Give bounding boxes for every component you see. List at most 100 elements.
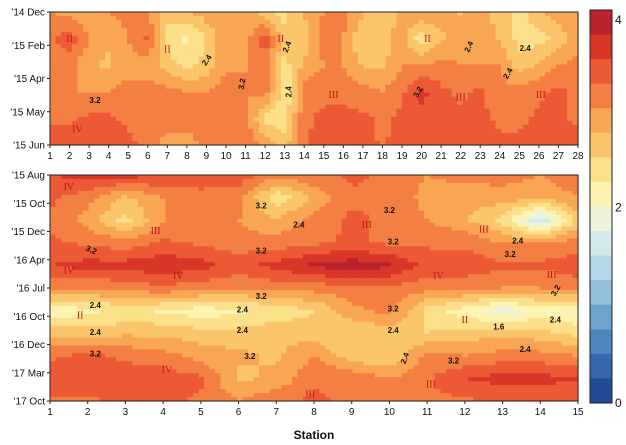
heatmap-cell: [187, 242, 194, 247]
heatmap-cell: [314, 72, 321, 78]
heatmap-cell: [380, 88, 387, 94]
heatmap-cell: [457, 186, 464, 192]
heatmap-cell: [55, 48, 62, 53]
heatmap-cell: [286, 116, 293, 122]
heatmap-cell: [369, 64, 376, 70]
heatmap-cell: [517, 72, 524, 78]
heatmap-cell: [391, 80, 398, 86]
heatmap-cell: [468, 112, 475, 118]
heatmap-cell: [220, 88, 227, 94]
heatmap-cell: [451, 108, 458, 114]
heatmap-cell: [435, 128, 442, 134]
heatmap-cell: [297, 84, 304, 90]
heatmap-cell: [391, 108, 398, 114]
heatmap-cell: [264, 40, 271, 45]
heatmap-cell: [83, 198, 90, 204]
heatmap-cell: [55, 210, 62, 216]
heatmap-cell: [127, 234, 134, 240]
heatmap-cell: [215, 178, 222, 184]
heatmap-cell: [385, 104, 392, 110]
heatmap-cell: [369, 120, 376, 126]
heatmap-cell: [424, 175, 431, 180]
heatmap-cell: [440, 32, 447, 37]
heatmap-cell: [138, 108, 145, 114]
heatmap-cell: [72, 56, 79, 61]
heatmap-cell: [374, 242, 381, 247]
heatmap-cell: [259, 60, 266, 65]
heatmap-cell: [534, 132, 541, 138]
heatmap-cell: [66, 56, 73, 61]
heatmap-cell: [220, 80, 227, 86]
heatmap-cell: [182, 124, 189, 130]
heatmap-cell: [396, 72, 403, 78]
heatmap-cell: [193, 88, 200, 94]
heatmap-cell: [132, 178, 139, 184]
heatmap-cell: [182, 100, 189, 106]
heatmap-cell: [116, 48, 123, 53]
heatmap-cell: [99, 60, 106, 65]
heatmap-cell: [110, 32, 117, 37]
heatmap-cell: [138, 202, 145, 208]
heatmap-cell: [248, 100, 255, 106]
heatmap-cell: [226, 44, 233, 49]
heatmap-cell: [457, 178, 464, 184]
heatmap-cell: [429, 178, 436, 184]
heatmap-cell: [61, 202, 68, 208]
heatmap-cell: [369, 108, 376, 114]
heatmap-cell: [374, 44, 381, 49]
heatmap-cell: [545, 28, 552, 33]
heatmap-cell: [391, 28, 398, 33]
heatmap-cell: [66, 48, 73, 53]
heatmap-cell: [165, 112, 172, 118]
heatmap-cell: [528, 40, 535, 45]
heatmap-cell: [105, 116, 112, 122]
heatmap-cell: [385, 198, 392, 204]
heatmap-cell: [215, 48, 222, 53]
heatmap-cell: [105, 68, 112, 74]
heatmap-cell: [121, 198, 128, 204]
heatmap-cell: [237, 84, 244, 90]
heatmap-cell: [209, 76, 216, 82]
heatmap-cell: [501, 84, 508, 90]
heatmap-cell: [303, 60, 310, 65]
heatmap-cell: [94, 28, 101, 33]
heatmap-cell: [66, 178, 73, 184]
heatmap-cell: [297, 60, 304, 65]
heatmap-cell: [242, 56, 249, 61]
heatmap-cell: [99, 242, 106, 247]
heatmap-cell: [319, 48, 326, 53]
heatmap-cell: [182, 52, 189, 57]
heatmap-cell: [242, 136, 249, 142]
heatmap-cell: [292, 194, 299, 200]
heatmap-cell: [248, 132, 255, 138]
heatmap-cell: [369, 124, 376, 130]
heatmap-cell: [259, 40, 266, 45]
heatmap-cell: [215, 76, 222, 82]
heatmap-cell: [242, 48, 249, 53]
heatmap-cell: [105, 234, 112, 240]
heatmap-cell: [110, 132, 117, 138]
heatmap-cell: [374, 20, 381, 25]
heatmap-cell: [462, 68, 469, 74]
heatmap-cell: [308, 108, 315, 114]
heatmap-cell: [352, 230, 359, 236]
heatmap-cell: [209, 218, 216, 224]
heatmap-cell: [220, 72, 227, 78]
heatmap-cell: [512, 92, 519, 98]
heatmap-cell: [484, 178, 491, 184]
heatmap-cell: [418, 140, 425, 146]
heatmap-cell: [352, 116, 359, 122]
heatmap-cell: [391, 194, 398, 200]
heatmap-cell: [198, 60, 205, 65]
heatmap-cell: [226, 84, 233, 90]
heatmap-cell: [138, 12, 145, 17]
heatmap-cell: [77, 120, 84, 126]
heatmap-cell: [534, 32, 541, 37]
heatmap-cell: [61, 76, 68, 82]
heatmap-cell: [314, 194, 321, 200]
heatmap-cell: [99, 132, 106, 138]
heatmap-cell: [253, 116, 260, 122]
heatmap-cell: [264, 136, 271, 142]
heatmap-cell: [242, 52, 249, 57]
heatmap-cell: [171, 44, 178, 49]
